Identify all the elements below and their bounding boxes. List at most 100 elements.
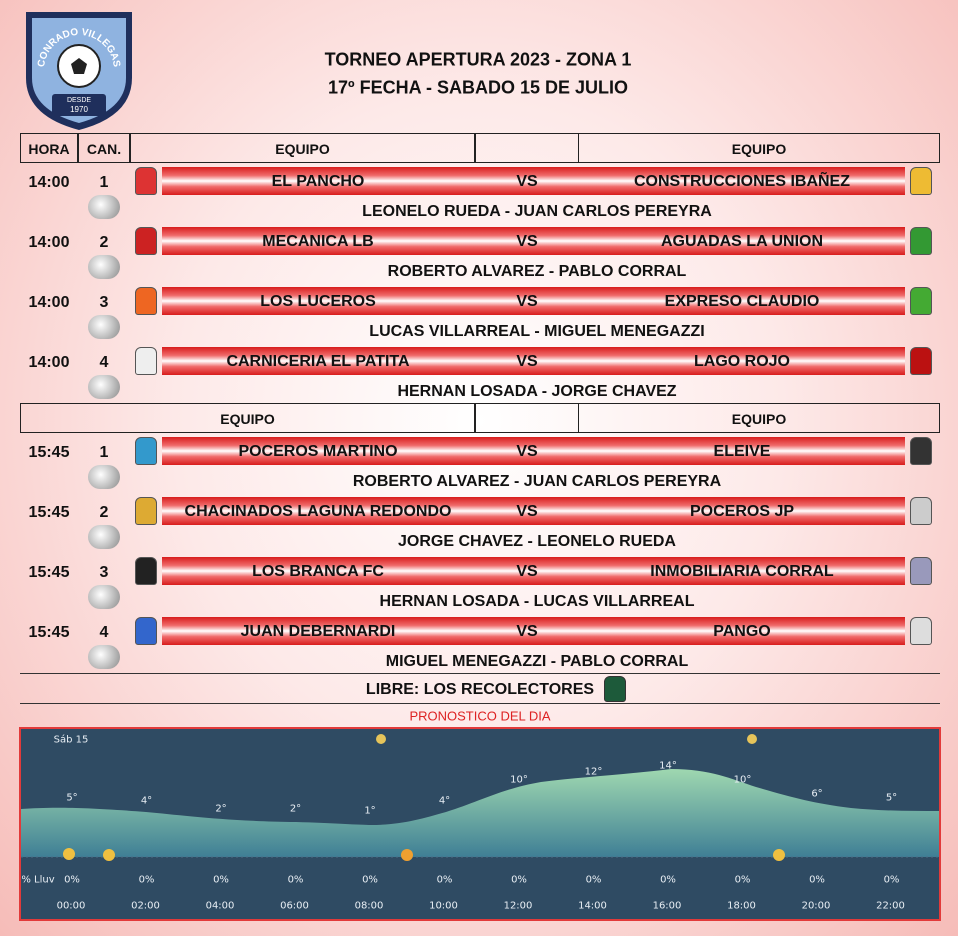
match-bar (162, 227, 905, 255)
rain: 0% (734, 874, 751, 886)
field-number: 4 (99, 354, 109, 371)
match-time: 15:45 (28, 624, 70, 641)
whistle-icon (88, 585, 120, 609)
subtitle: 17º FECHA - SABADO 15 DE JULIO (328, 77, 628, 98)
temperature: 6° (811, 788, 823, 800)
rain: 0% (585, 874, 602, 886)
away-shirt (910, 347, 932, 375)
header-cell (20, 403, 475, 433)
home-shirt (135, 437, 157, 465)
temperature: 2° (289, 803, 302, 815)
match-time: 14:00 (28, 294, 70, 311)
hour: 08:00 (354, 900, 384, 912)
home-team: CARNICERIA EL PATITA (226, 353, 410, 370)
hour: 20:00 (801, 900, 831, 912)
temperature: 12° (584, 766, 603, 778)
hour: 18:00 (727, 900, 756, 912)
header-cell (130, 133, 475, 163)
home-team: POCEROS MARTINO (238, 443, 398, 460)
home-shirt (135, 557, 157, 585)
vs-label: VS (516, 233, 538, 250)
away-shirt (910, 557, 932, 585)
libre-shirt (604, 676, 626, 702)
referees: JORGE CHAVEZ - LEONELO RUEDA (398, 533, 676, 550)
home-shirt (135, 167, 157, 195)
home-team: JUAN DEBERNARDI (240, 623, 396, 640)
match-time: 14:00 (28, 174, 70, 191)
field-number: 3 (99, 564, 109, 581)
hour: 00:00 (56, 900, 86, 912)
rain: 0% (138, 874, 155, 886)
home-team: LOS LUCEROS (260, 293, 376, 310)
away-team: PANGO (713, 623, 771, 640)
referees: HERNAN LOSADA - LUCAS VILLARREAL (379, 593, 695, 610)
field-number: 1 (99, 444, 109, 461)
vs-label: VS (516, 173, 538, 190)
title: TORNEO APERTURA 2023 - ZONA 1 (324, 49, 632, 70)
match-bar (162, 557, 905, 585)
rain-label: % Lluv (21, 874, 55, 886)
vs-label: VS (516, 293, 538, 310)
vs-label: VS (516, 353, 538, 370)
libre-team: LIBRE: LOS RECOLECTORES (365, 681, 595, 698)
header-cell-label: HORA (28, 141, 70, 157)
field-number: 2 (99, 234, 109, 251)
forecast-panel: Sáb 15 % Lluv 5° 0% 00:00 4° 0% 02:00 2° 0% 04:00 2… (19, 727, 941, 921)
header-cell-label: EQUIPO (731, 141, 787, 157)
header-cell (578, 403, 940, 433)
rain: 0% (287, 874, 304, 886)
whistle-icon (88, 315, 120, 339)
divider (20, 673, 940, 674)
home-team: CHACINADOS LAGUNA REDONDO (184, 503, 452, 520)
field-number: 3 (99, 294, 109, 311)
temperature: 1° (364, 805, 376, 817)
header-cell (475, 133, 579, 163)
header-cell-label: EQUIPO (275, 141, 330, 157)
whistle-icon (88, 255, 120, 279)
temperature-curve (21, 734, 939, 861)
match-bar (162, 287, 905, 315)
header-cell (578, 133, 940, 163)
referees: LUCAS VILLARREAL - MIGUEL MENEGAZZI (369, 323, 705, 340)
header-cell (20, 133, 78, 163)
away-team: LAGO ROJO (693, 353, 791, 370)
away-team: EXPRESO CLAUDIO (664, 293, 820, 310)
hour: 14:00 (578, 900, 607, 912)
forecast-title: PRONOSTICO DEL DIA (409, 708, 551, 724)
referees: ROBERTO ALVAREZ - JUAN CARLOS PEREYRA (352, 473, 722, 490)
match-time: 14:00 (28, 354, 70, 371)
match-bar (162, 617, 905, 645)
temperature: 4° (140, 795, 153, 807)
divider (20, 703, 940, 704)
field-number: 2 (99, 504, 109, 521)
away-shirt (910, 287, 932, 315)
temperature: 2° (215, 803, 227, 815)
away-team: INMOBILIARIA CORRAL (650, 563, 834, 580)
whistle-icon (88, 525, 120, 549)
rain: 0% (511, 874, 527, 886)
header-cell (78, 133, 130, 163)
match-bar (162, 167, 905, 195)
vs-label: VS (516, 623, 538, 640)
home-team: EL PANCHO (271, 173, 365, 190)
home-team: LOS BRANCA FC (252, 563, 384, 580)
home-shirt (135, 497, 157, 525)
match-bar (162, 347, 905, 375)
referees: HERNAN LOSADA - JORGE CHAVEZ (397, 383, 677, 400)
header-cell (475, 403, 579, 433)
away-shirt (910, 167, 932, 195)
away-shirt (910, 437, 932, 465)
home-team: MECANICA LB (262, 233, 374, 250)
away-shirt (910, 497, 932, 525)
header-cell-label: CAN. (86, 141, 122, 157)
whistle-icon (88, 465, 120, 489)
home-shirt (135, 227, 157, 255)
hour: 16:00 (652, 900, 682, 912)
match-time: 15:45 (28, 444, 70, 461)
rain: 0% (64, 874, 80, 886)
vs-label: VS (516, 503, 538, 520)
temperature: 14° (659, 760, 677, 772)
hour: 02:00 (131, 900, 160, 912)
whistle-icon (88, 195, 120, 219)
field-number: 1 (99, 174, 109, 191)
